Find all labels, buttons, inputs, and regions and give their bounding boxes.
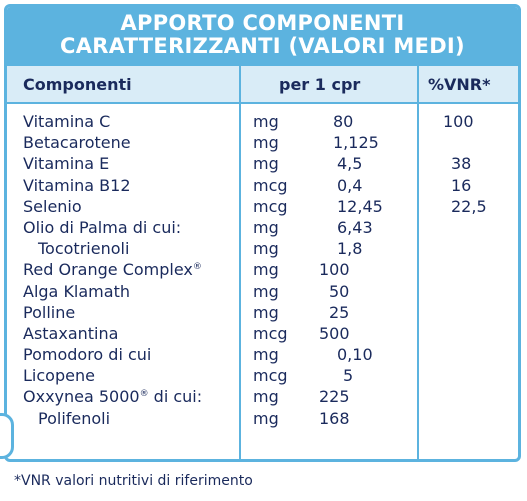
table-row: Astaxantina mcg 500: [7, 323, 518, 344]
table-row: Tocotrienoli mg 1,8: [7, 238, 518, 259]
unit-cell: mg: [253, 239, 279, 259]
component-name: Selenio: [23, 196, 82, 216]
component-name-text: Oxxynea 5000: [23, 387, 140, 407]
table-row: Vitamina E mg 4,5 38: [7, 153, 518, 174]
component-name: Licopene: [23, 366, 95, 386]
vnr-cell: 100: [443, 112, 474, 131]
unit-cell: mcg: [253, 366, 288, 386]
component-name: Betacarotene: [23, 133, 131, 153]
title-line-1: APPORTO COMPONENTI: [120, 11, 405, 35]
table-row: Red Orange Complex® mg 100: [7, 259, 518, 280]
value-cell: 1,8: [337, 239, 363, 259]
component-name-text: Red Orange Complex: [23, 260, 193, 280]
table-row: Vitamina B12 mcg 0,4 16: [7, 175, 518, 196]
vnr-cell: 38: [451, 154, 472, 174]
table-row: Licopene mcg 5: [7, 365, 518, 386]
value-cell: 5: [343, 366, 354, 386]
value-cell: 225: [319, 387, 350, 407]
unit-cell: mg: [253, 281, 279, 301]
table-row: Oxxynea 5000® di cui: mg 225: [7, 386, 518, 407]
value-cell: 4,5: [337, 154, 363, 174]
column-divider: [417, 66, 419, 459]
component-name: Pomodoro di cui: [23, 345, 152, 365]
value-cell: 0,4: [337, 175, 363, 195]
column-divider: [239, 66, 241, 459]
component-name-suffix: di cui:: [148, 387, 203, 407]
component-name: Alga Klamath: [23, 281, 130, 301]
unit-cell: mg: [253, 345, 279, 365]
unit-cell: mcg: [253, 196, 288, 216]
value-cell: 500: [319, 323, 350, 343]
unit-cell: mg: [253, 387, 279, 407]
component-name: Vitamina E: [23, 154, 110, 174]
unit-cell: mg: [253, 112, 279, 131]
unit-cell: mg: [253, 260, 279, 280]
column-header-row: Componenti per 1 cpr %VNR*: [7, 66, 518, 104]
value-cell: 12,45: [337, 196, 383, 216]
value-cell: 1,125: [333, 133, 379, 153]
table-row: Vitamina C mg 80 100: [7, 111, 518, 132]
value-cell: 25: [329, 302, 350, 322]
unit-cell: mg: [253, 133, 279, 153]
unit-cell: mg: [253, 154, 279, 174]
table-row: Polline mg 25: [7, 302, 518, 323]
value-cell: 168: [319, 408, 350, 428]
component-name: Polifenoli: [38, 408, 111, 428]
side-tab-decoration: [0, 413, 14, 459]
table-row: Betacarotene mg 1,125: [7, 132, 518, 153]
title-line-2: CARATTERIZZANTI (VALORI MEDI): [60, 34, 465, 58]
value-cell: 50: [329, 281, 350, 301]
table-row: Alga Klamath mg 50: [7, 281, 518, 302]
value-cell: 6,43: [337, 217, 373, 237]
registered-mark: ®: [139, 389, 149, 400]
component-name: Astaxantina: [23, 323, 119, 343]
unit-cell: mg: [253, 408, 279, 428]
unit-cell: mcg: [253, 323, 288, 343]
table-body: Vitamina C mg 80 100 Betacarotene mg 1,1…: [7, 111, 518, 429]
column-header-vnr: %VNR*: [428, 75, 491, 94]
column-header-componenti: Componenti: [23, 75, 132, 94]
value-cell: 0,10: [337, 345, 373, 365]
table-row: Pomodoro di cui mg 0,10: [7, 344, 518, 365]
footnote: *VNR valori nutritivi di riferimento: [14, 473, 253, 489]
vnr-cell: 16: [451, 175, 472, 195]
registered-mark: ®: [192, 262, 202, 273]
column-header-per-cpr: per 1 cpr: [279, 75, 361, 94]
table-row: Selenio mcg 12,45 22,5: [7, 196, 518, 217]
unit-cell: mg: [253, 302, 279, 322]
vnr-cell: 22,5: [451, 196, 487, 216]
component-name: Red Orange Complex®: [23, 259, 202, 280]
component-name: Tocotrienoli: [38, 239, 130, 259]
component-name: Vitamina B12: [23, 175, 131, 195]
value-cell: 100: [319, 260, 350, 280]
table-title: APPORTO COMPONENTI CARATTERIZZANTI (VALO…: [7, 7, 518, 66]
value-cell: 80: [333, 112, 354, 131]
table-row: Olio di Palma di cui: mg 6,43: [7, 217, 518, 238]
unit-cell: mg: [253, 217, 279, 237]
component-name: Vitamina C: [23, 112, 111, 131]
component-name: Polline: [23, 302, 76, 322]
component-name: Oxxynea 5000® di cui:: [23, 386, 202, 407]
component-name: Olio di Palma di cui:: [23, 217, 182, 237]
unit-cell: mcg: [253, 175, 288, 195]
nutrition-table: APPORTO COMPONENTI CARATTERIZZANTI (VALO…: [4, 4, 521, 462]
table-row: Polifenoli mg 168: [7, 408, 518, 429]
